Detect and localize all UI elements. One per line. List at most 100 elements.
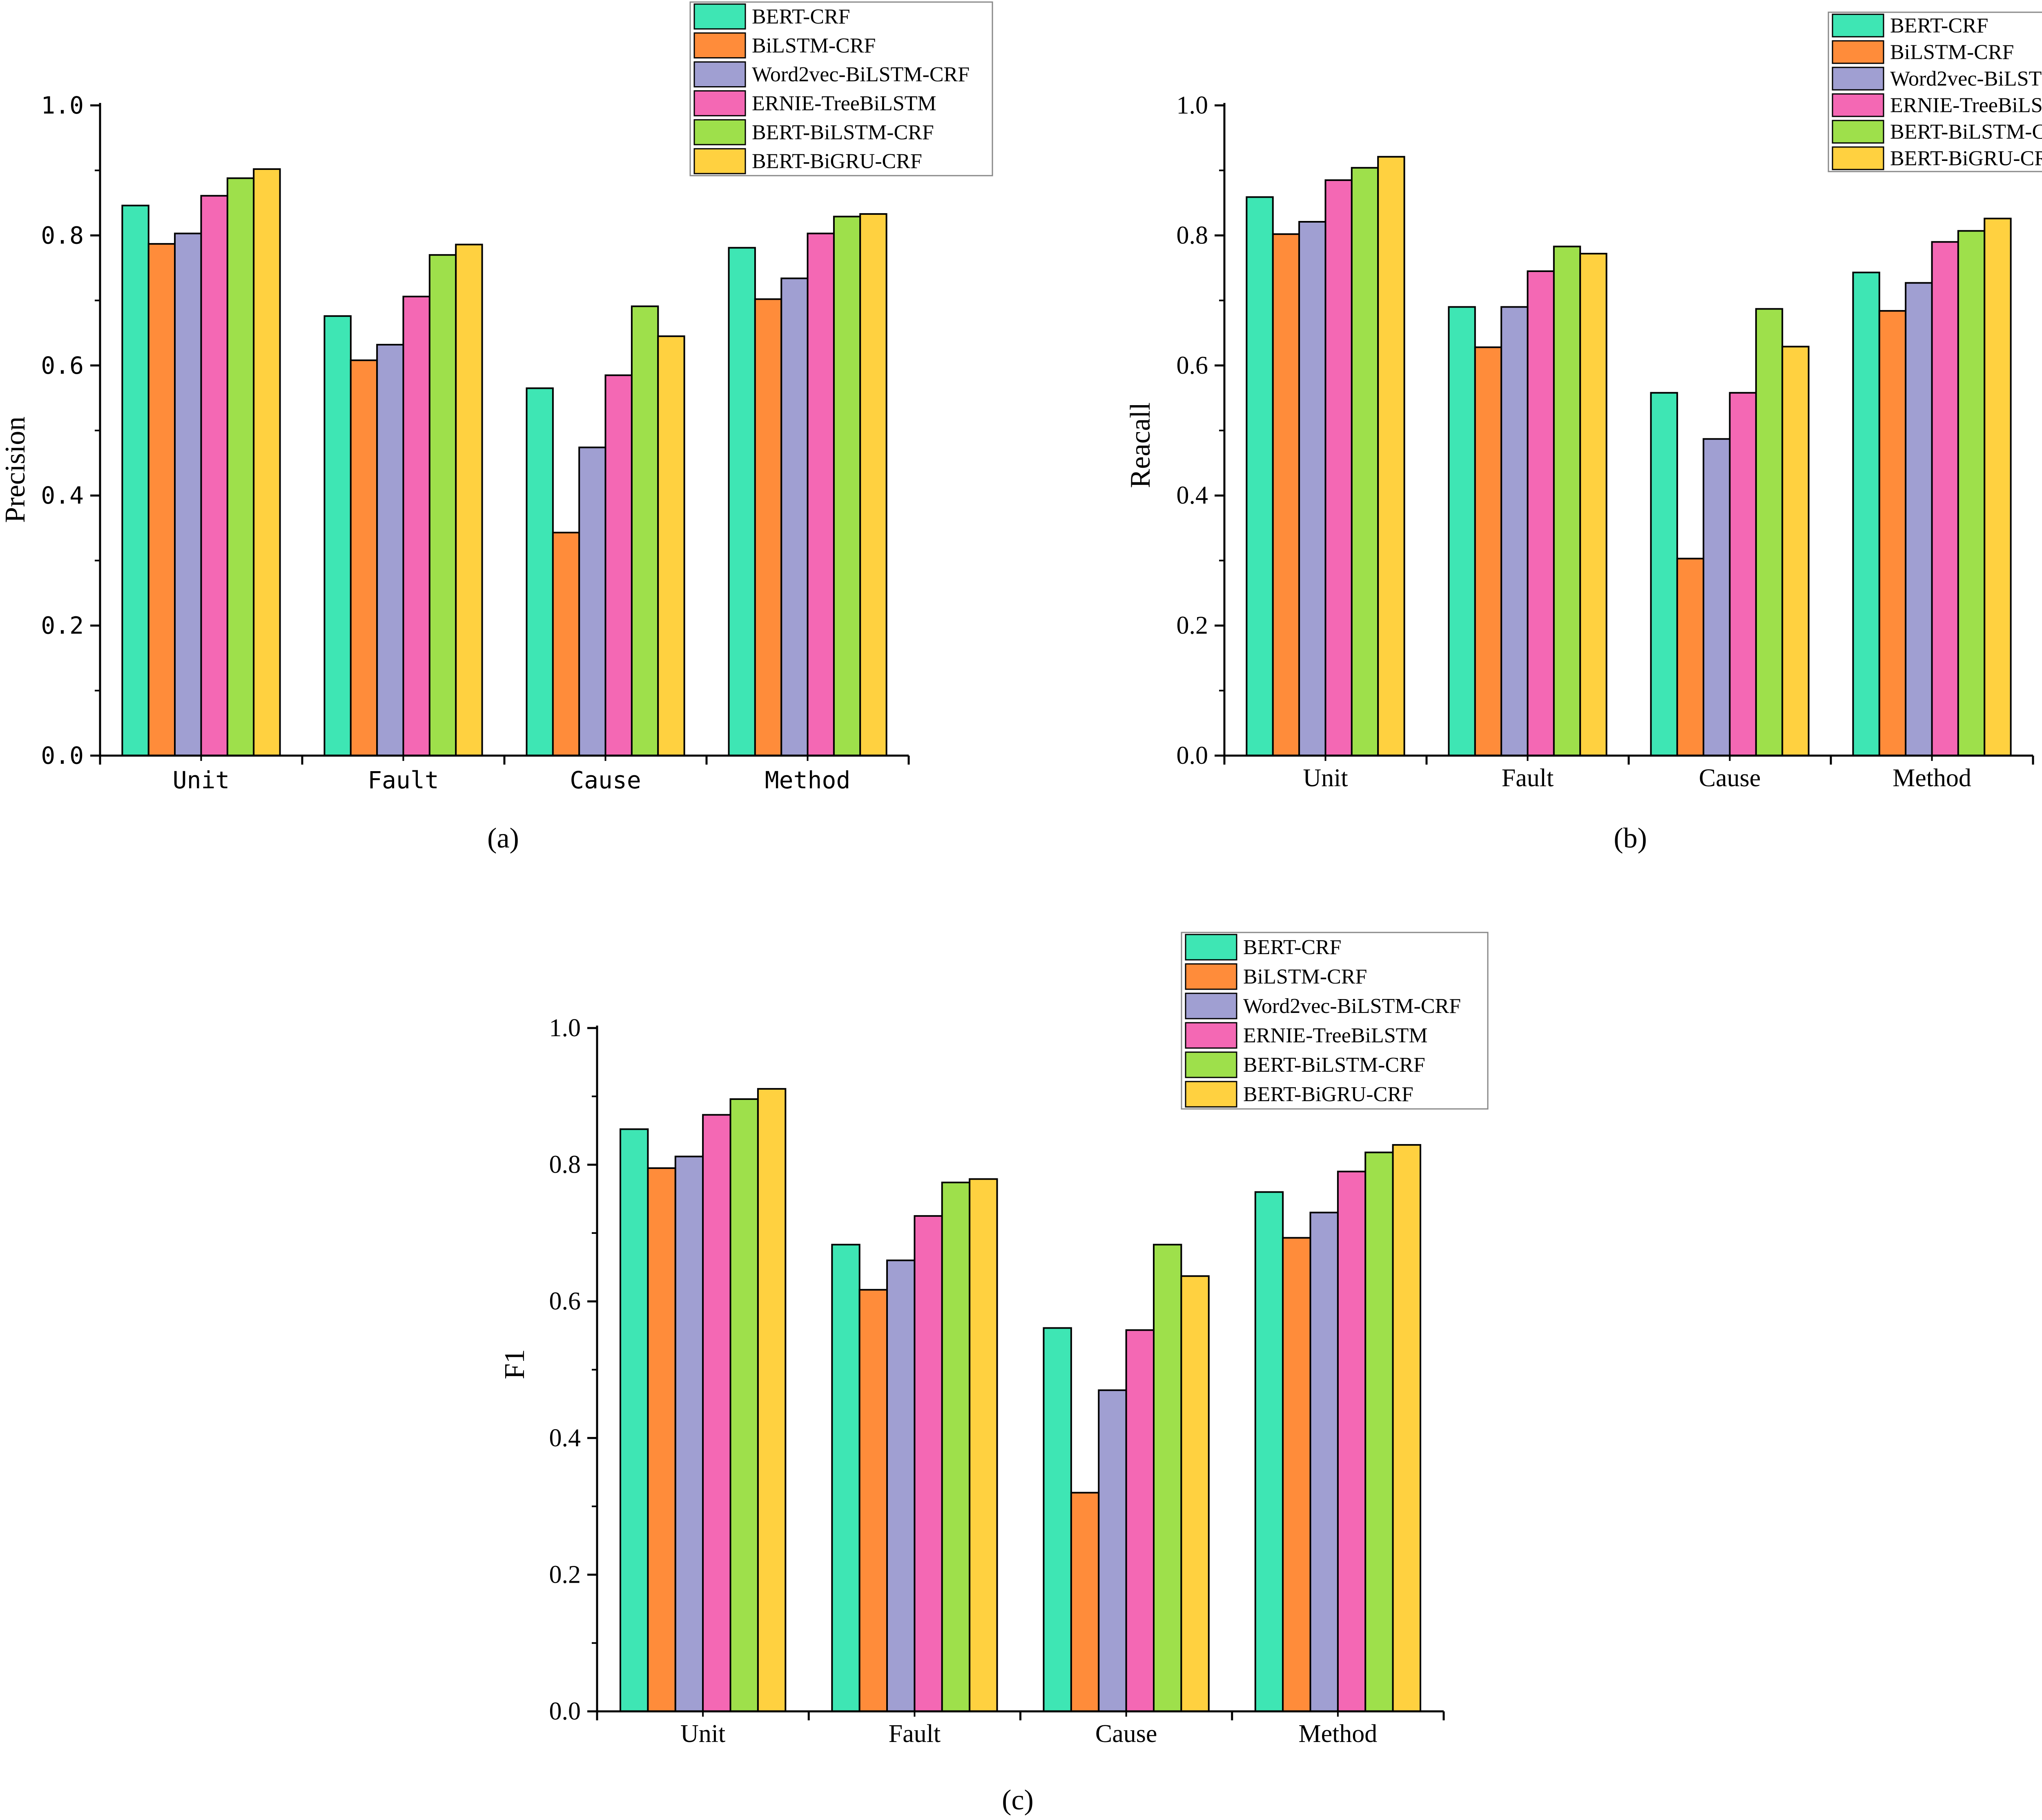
bar-c-word2vec-bilstm-crf-method	[1309, 1211, 1339, 1712]
bar-b-bert-bigru-crf-method	[1984, 218, 2012, 756]
bar-a-ernie-treebilstm-cause	[604, 374, 633, 756]
y-tick-label: 1.0	[41, 91, 84, 119]
bar-a-bert-bilstm-crf-unit	[226, 177, 255, 756]
x-tick-label-fault: Fault	[1502, 764, 1554, 792]
bar-b-bert-crf-method	[1852, 272, 1880, 756]
bar-b-ernie-treebilstm-method	[1931, 241, 1959, 756]
legend-box	[1828, 11, 2042, 172]
legend-label-bert-bigru-crf: BERT-BiGRU-CRF	[752, 150, 922, 173]
legend-swatch-bert-bigru-crf	[1832, 146, 1884, 170]
x-tick-label-fault: Fault	[889, 1720, 941, 1748]
y-tick-label: 0.6	[41, 352, 84, 379]
bar-c-bert-bigru-crf-fault	[969, 1178, 998, 1712]
y-axis-title: F1	[499, 1349, 531, 1379]
legend-swatch-bert-bigru-crf	[1185, 1081, 1237, 1108]
bar-b-word2vec-bilstm-crf-method	[1905, 282, 1933, 756]
legend-label-bert-crf: BERT-CRF	[1890, 14, 1988, 38]
legend: BERT-CRF BiLSTM-CRF Word2vec-BiLSTM-CRF ERN…	[689, 1, 993, 176]
legend-label-bert-bigru-crf: BERT-BiGRU-CRF	[1243, 1083, 1413, 1106]
chart-b: 0.0 0.2 0.4 0.6 0.8 1.0 Unit Fault Cause Method Re…	[1125, 11, 2042, 854]
legend-label-word2vec-bilstm-crf: Word2vec-BiLSTM-CRF	[752, 63, 970, 86]
bar-c-bert-bigru-crf-cause	[1180, 1275, 1210, 1712]
legend-label-bert-bilstm-crf: BERT-BiLSTM-CRF	[1243, 1053, 1425, 1077]
y-tick-label: 0.8	[41, 221, 84, 249]
x-tick-label-method: Method	[765, 766, 851, 794]
legend-label-bert-bilstm-crf: BERT-BiLSTM-CRF	[1890, 120, 2042, 144]
bar-a-bert-crf-cause	[526, 387, 554, 756]
legend-swatch-bert-crf	[1185, 934, 1237, 961]
y-tick-label: 0.0	[549, 1697, 581, 1725]
legend: BERT-CRF BiLSTM-CRF Word2vec-BiLSTM-CRF ERN…	[1828, 11, 2042, 172]
bar-a-bert-bigru-crf-fault	[455, 243, 483, 757]
bar-c-word2vec-bilstm-crf-fault	[886, 1259, 916, 1712]
bar-a-bert-crf-method	[728, 247, 756, 756]
x-tick-label-method: Method	[1893, 764, 1971, 792]
bar-c-word2vec-bilstm-crf-unit	[674, 1155, 704, 1712]
bar-b-bilstm-crf-unit	[1272, 233, 1300, 757]
x-tick-label-cause: Cause	[1095, 1720, 1157, 1748]
bar-b-bert-bigru-crf-unit	[1377, 156, 1405, 756]
legend-label-ernie-treebilstm: ERNIE-TreeBiLSTM	[1890, 94, 2042, 117]
bar-c-bert-bilstm-crf-unit	[729, 1098, 759, 1712]
y-tick-label: 0.2	[1177, 612, 1208, 640]
y-axis-title: Reacall	[1125, 402, 1156, 488]
legend-label-bert-crf: BERT-CRF	[1243, 936, 1342, 959]
legend-swatch-bilstm-crf	[693, 32, 746, 59]
bar-a-bilstm-crf-unit	[147, 243, 176, 756]
bar-b-bert-bilstm-crf-cause	[1755, 308, 1783, 756]
bar-c-bilstm-crf-unit	[647, 1167, 676, 1712]
y-tick-label: 0.6	[1177, 352, 1208, 379]
legend-box	[1181, 932, 1489, 1110]
bar-c-bert-crf-unit	[620, 1128, 649, 1713]
bar-a-word2vec-bilstm-crf-fault	[376, 343, 404, 756]
bar-c-bert-crf-method	[1254, 1191, 1284, 1712]
legend-swatch-ernie-treebilstm	[1185, 1022, 1237, 1049]
x-tick-label-fault: Fault	[368, 766, 439, 794]
legend-swatch-word2vec-bilstm-crf	[1185, 993, 1237, 1019]
bar-b-ernie-treebilstm-unit	[1324, 179, 1353, 757]
bar-a-bert-bigru-crf-method	[859, 213, 887, 756]
panel-caption: (c)	[1002, 1784, 1034, 1816]
y-tick-label: 0.4	[549, 1424, 581, 1452]
bar-a-bert-bilstm-crf-method	[833, 216, 861, 757]
legend-swatch-ernie-treebilstm	[693, 90, 746, 116]
bar-b-bilstm-crf-method	[1878, 310, 1907, 756]
legend-swatch-ernie-treebilstm	[1832, 93, 1884, 117]
x-tick-label-unit: Unit	[1303, 764, 1348, 792]
y-tick-label: 0.8	[1177, 221, 1208, 249]
legend-label-ernie-treebilstm: ERNIE-TreeBiLSTM	[752, 92, 936, 115]
bar-b-bert-bilstm-crf-unit	[1351, 167, 1379, 756]
legend-swatch-bert-crf	[693, 3, 746, 30]
bar-a-bilstm-crf-fault	[350, 359, 378, 756]
bar-c-bert-crf-fault	[831, 1244, 860, 1712]
bar-c-bilstm-crf-cause	[1070, 1492, 1100, 1713]
legend-swatch-word2vec-bilstm-crf	[693, 61, 746, 87]
y-tick-label: 0.2	[41, 612, 84, 640]
legend-swatch-bert-bilstm-crf	[693, 119, 746, 145]
legend-label-bilstm-crf: BiLSTM-CRF	[1890, 41, 2014, 64]
x-tick-label-unit: Unit	[173, 766, 230, 794]
legend-box	[689, 1, 993, 176]
bar-b-bert-crf-cause	[1650, 392, 1678, 756]
bar-a-ernie-treebilstm-unit	[200, 195, 228, 756]
bar-b-bilstm-crf-cause	[1676, 558, 1705, 756]
bar-b-ernie-treebilstm-fault	[1527, 270, 1555, 756]
bar-b-bilstm-crf-fault	[1474, 346, 1503, 756]
panel-caption: (a)	[487, 823, 519, 854]
legend-label-word2vec-bilstm-crf: Word2vec-BiLSTM-CRF	[1890, 67, 2042, 91]
y-tick-label: 0.4	[1177, 482, 1208, 509]
y-tick-label: 0.8	[549, 1151, 581, 1179]
y-tick-label: 0.0	[41, 742, 84, 769]
legend-swatch-bert-crf	[1832, 13, 1884, 38]
bar-c-ernie-treebilstm-method	[1337, 1171, 1367, 1712]
bar-a-bilstm-crf-cause	[552, 531, 580, 756]
legend: BERT-CRF BiLSTM-CRF Word2vec-BiLSTM-CRF ERN…	[1181, 932, 1489, 1110]
bar-b-word2vec-bilstm-crf-unit	[1298, 221, 1326, 756]
bar-a-bert-bigru-crf-unit	[253, 168, 281, 756]
chart-c: 0.0 0.2 0.4 0.6 0.8 1.0 Unit Fault Cause Method F1…	[499, 932, 1489, 1816]
legend-label-bert-bigru-crf: BERT-BiGRU-CRF	[1890, 147, 2042, 170]
bar-b-bert-bigru-crf-fault	[1579, 253, 1607, 756]
legend-swatch-word2vec-bilstm-crf	[1832, 67, 1884, 91]
x-tick-label-unit: Unit	[680, 1720, 725, 1748]
